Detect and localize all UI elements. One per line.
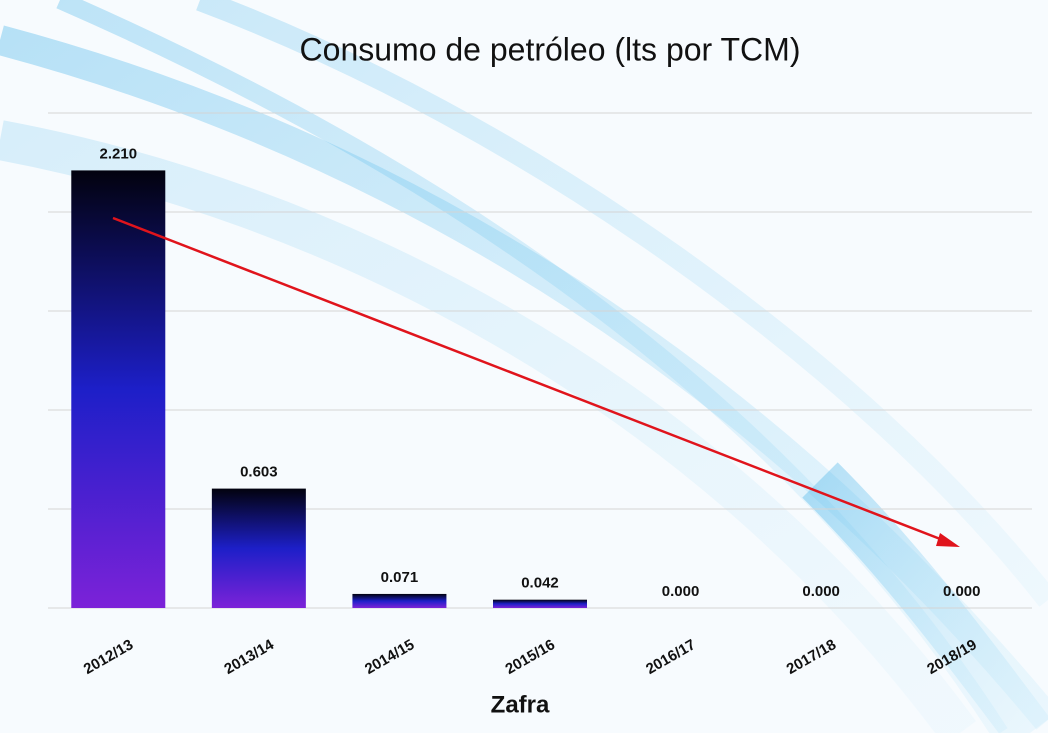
data-label: 0.000: [662, 583, 700, 600]
data-label: 0.042: [521, 575, 559, 592]
x-axis-label: Zafra: [491, 691, 550, 718]
bar: [493, 599, 587, 608]
chart-title: Consumo de petróleo (lts por TCM): [300, 31, 801, 67]
data-label: 0.000: [802, 583, 840, 600]
data-label: 0.000: [943, 583, 981, 600]
bar: [71, 170, 166, 609]
trend-arrow: [112, 216, 960, 547]
bar: [352, 593, 447, 608]
data-label: 0.603: [240, 464, 278, 481]
bar: [211, 488, 306, 608]
data-label: 2.210: [100, 145, 138, 162]
data-label: 0.071: [381, 569, 419, 586]
